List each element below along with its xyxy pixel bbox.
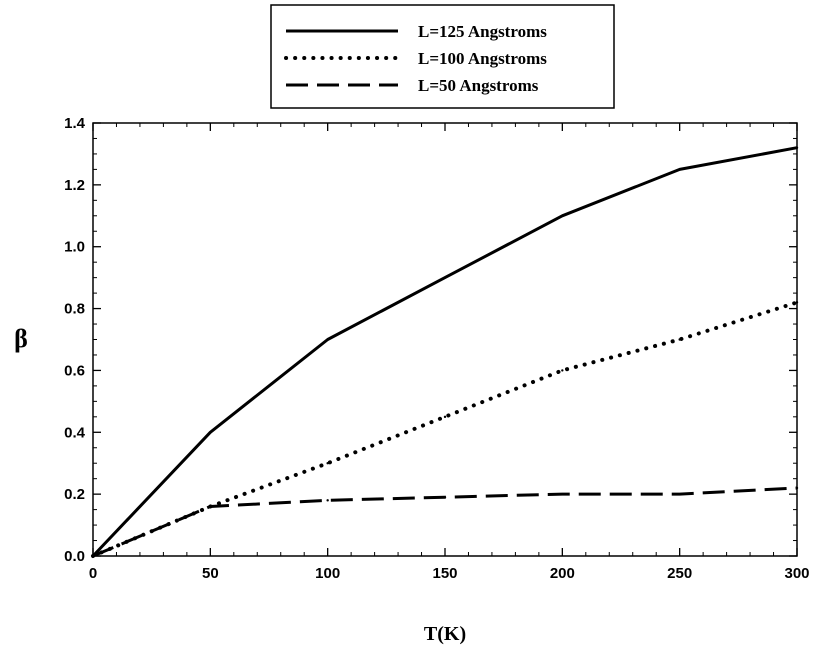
legend-label: L=50 Angstroms	[418, 76, 539, 95]
data-point	[443, 276, 447, 279]
y-tick-label: 0.8	[64, 301, 85, 318]
legend-box	[270, 4, 615, 109]
x-tick-label: 200	[550, 565, 575, 582]
data-point	[795, 486, 799, 490]
x-tick-label: 250	[667, 565, 692, 582]
data-point	[678, 338, 681, 341]
data-point	[326, 338, 329, 341]
data-point	[561, 369, 564, 372]
y-tick-label: 1.2	[64, 177, 85, 194]
data-point	[326, 462, 329, 465]
y-axis-title: β	[14, 324, 28, 353]
y-tick-label: 1.0	[64, 239, 85, 256]
data-point	[326, 499, 329, 502]
x-tick-label: 100	[315, 565, 340, 582]
data-point	[209, 505, 212, 508]
y-tick-label: 0.4	[64, 424, 86, 441]
plot-frame	[92, 122, 798, 557]
legend: L=125 Angstroms L=100 Angstroms L=50 Angst…	[270, 4, 615, 109]
x-tick-label: 150	[432, 565, 457, 582]
data-point	[443, 496, 447, 499]
data-point	[209, 431, 212, 434]
x-tick-label: 300	[784, 565, 809, 582]
series-line-dotted	[91, 300, 799, 558]
y-tick-label: 0.0	[64, 548, 85, 565]
series-layer	[91, 146, 799, 558]
y-tick-label: 0.2	[64, 486, 85, 503]
y-tick-label: 0.6	[64, 362, 85, 379]
data-point	[678, 492, 681, 496]
axis-ticks: 0 50 100 150 200 250 300 0.0 0.2 0.4 0.6 0.8 1.0 1.2 1…	[64, 115, 809, 582]
data-point	[91, 554, 95, 558]
data-point	[678, 168, 681, 171]
data-point	[795, 301, 799, 304]
data-point	[561, 492, 564, 496]
y-tick-label: 1.4	[64, 115, 86, 132]
legend-label: L=100 Angstroms	[418, 49, 547, 68]
data-point	[561, 214, 564, 217]
x-tick-label: 50	[202, 565, 219, 582]
data-point	[443, 415, 447, 419]
legend-label: L=125 Angstroms	[418, 22, 547, 41]
x-axis-title: T(K)	[424, 623, 466, 645]
x-tick-label: 0	[89, 565, 97, 582]
data-point	[795, 146, 799, 149]
